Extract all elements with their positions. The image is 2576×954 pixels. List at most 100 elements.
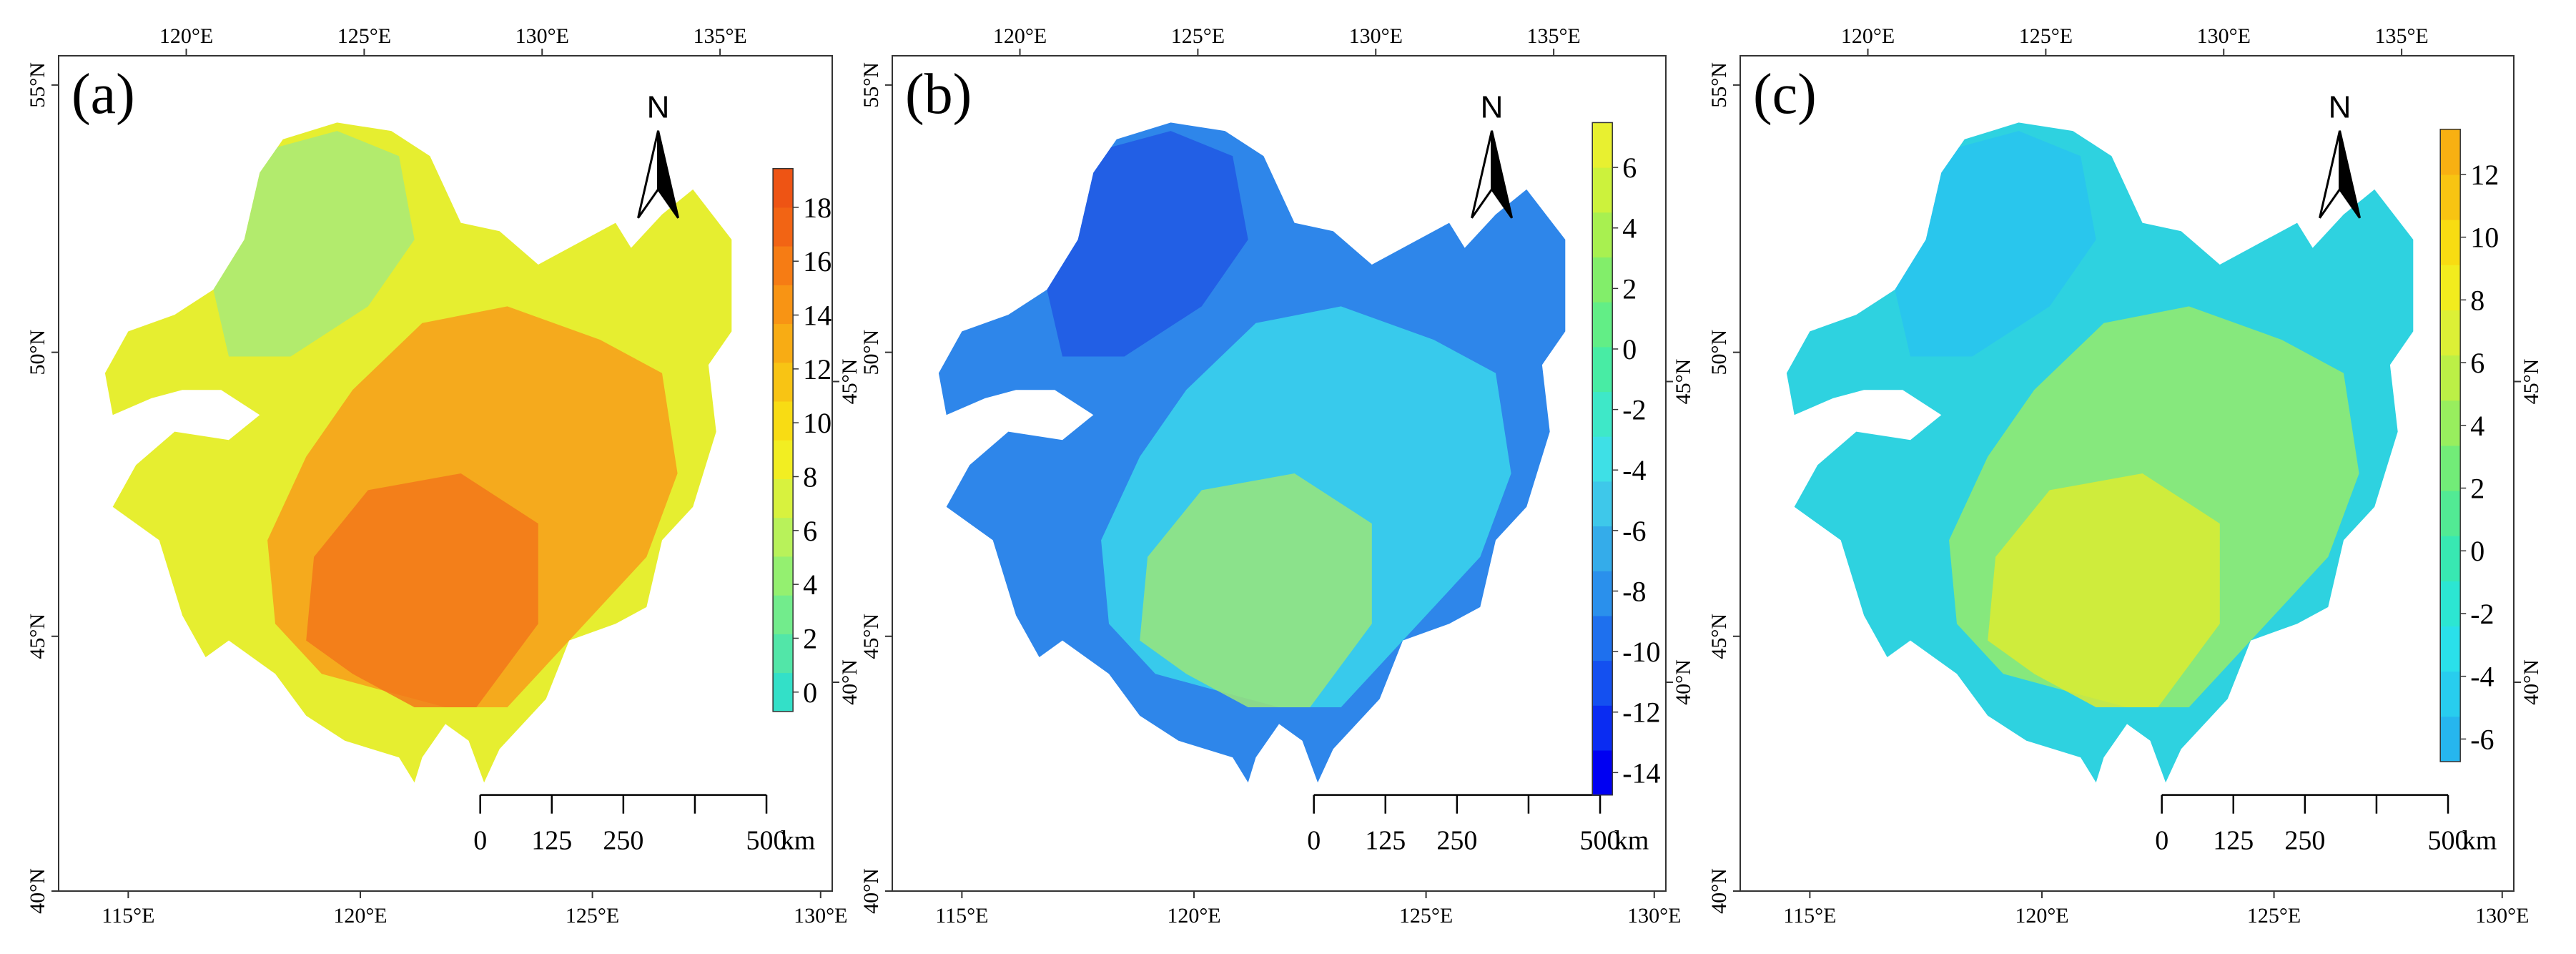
colorbar-label: 8 <box>803 461 817 493</box>
colorbar-segment <box>773 556 794 596</box>
top-lon-label: 120°E <box>159 24 213 48</box>
colorbar-label: 6 <box>803 515 817 547</box>
top-lon-label: 135°E <box>1526 24 1580 48</box>
scale-bar-label: 250 <box>603 826 643 856</box>
scale-bar-label: 0 <box>1307 826 1321 856</box>
colorbar-segment <box>2440 129 2461 175</box>
colorbar-label: -10 <box>1622 636 1660 668</box>
colorbar-label: 12 <box>803 353 831 385</box>
left-lat-label: 55°N <box>1707 62 1731 108</box>
colorbar-segment <box>2440 265 2461 310</box>
core-zone <box>306 473 538 707</box>
colorbar-segment <box>1592 212 1613 257</box>
right-lat-label: 40°N <box>838 659 862 705</box>
colorbar-segment <box>2440 581 2461 626</box>
north-arrow-icon-fill <box>1491 130 1514 219</box>
colorbar-label: 2 <box>1622 272 1637 305</box>
top-lon-label: 130°E <box>1349 24 1403 48</box>
colorbar-segment <box>2440 355 2461 401</box>
panel-label: (c) <box>1753 63 1817 126</box>
colorbar-label: 10 <box>803 407 831 439</box>
scale-bar-label: 250 <box>2284 826 2325 856</box>
colorbar-label: -6 <box>1622 515 1646 547</box>
top-lon-label: 125°E <box>337 24 391 48</box>
colorbar-label: -8 <box>1622 575 1646 607</box>
colorbar-segment <box>1592 615 1613 662</box>
colorbar-label: -14 <box>1622 757 1660 789</box>
scale-bar-label: 500 <box>746 826 787 856</box>
colorbar: -14 -12 -10 -8 -6 -4 -2 0 2 4 6 <box>1592 122 1661 796</box>
colorbar-segment <box>773 323 794 363</box>
bottom-lon-label: 130°E <box>2475 904 2529 928</box>
north-arrow-label: N <box>647 90 670 125</box>
north-zone <box>1895 131 2096 357</box>
colorbar-label: 4 <box>803 569 817 601</box>
colorbar-frame <box>2439 129 2461 762</box>
right-lat-label: 40°N <box>2520 659 2543 705</box>
scale-bar-label: 500 <box>1580 826 1621 856</box>
scale-bar-unit: km <box>2462 826 2497 856</box>
colorbar-label: 4 <box>1622 212 1637 245</box>
top-lon-label: 125°E <box>1171 24 1225 48</box>
region-gradient <box>1047 131 1511 707</box>
colorbar-segment <box>2440 220 2461 265</box>
left-lat-label: 50°N <box>26 330 49 375</box>
colorbar-segment <box>2440 400 2461 446</box>
left-lat-label: 45°N <box>859 614 883 659</box>
scale-bar-unit: km <box>781 826 816 856</box>
colorbar-segment <box>1592 346 1613 393</box>
colorbar-segment <box>773 595 794 634</box>
bottom-lon-label: 115°E <box>102 904 154 928</box>
scale-bar-label: 125 <box>2213 826 2254 856</box>
north-arrow-icon-fill <box>2339 130 2362 219</box>
colorbar-segment <box>2440 310 2461 356</box>
colorbar-label: 6 <box>1622 152 1637 184</box>
left-lat-label: 45°N <box>1707 614 1731 659</box>
colorbar-label: 18 <box>803 192 831 224</box>
colorbar-label: 12 <box>2470 159 2499 191</box>
colorbar-segment <box>1592 526 1613 571</box>
colorbar-segment <box>1592 391 1613 437</box>
left-lat-label: 45°N <box>26 614 49 659</box>
bottom-lon-label: 120°E <box>1167 904 1220 928</box>
colorbar-segment <box>2440 716 2461 762</box>
colorbar-label: 8 <box>2470 284 2484 316</box>
colorbar-segment <box>1592 571 1613 616</box>
colorbar-segment <box>1592 436 1613 482</box>
top-lon-label: 130°E <box>2197 24 2251 48</box>
colorbar-label: 16 <box>803 245 831 277</box>
right-lat-label: 45°N <box>1672 359 1695 405</box>
colorbar-label: 0 <box>803 677 817 709</box>
colorbar-label: -4 <box>1622 454 1646 486</box>
colorbar-label: 14 <box>803 300 831 332</box>
colorbar-label: -2 <box>2470 598 2494 630</box>
colorbar-label: 2 <box>2470 473 2484 505</box>
colorbar-segment <box>773 207 794 247</box>
bottom-lon-label: 125°E <box>2247 904 2301 928</box>
bottom-lon-label: 115°E <box>935 904 988 928</box>
left-lat-label: 50°N <box>1707 330 1731 375</box>
colorbar-label: 0 <box>2470 535 2484 567</box>
colorbar-segment <box>1592 167 1613 213</box>
scale-bar-label: 500 <box>2428 826 2469 856</box>
colorbar-segment <box>2440 536 2461 581</box>
right-lat-label: 40°N <box>1672 659 1695 705</box>
map-panel-c: (c) 120°E 125°E 130°E 135°E 115°E 120°E 125°E 13… <box>1707 24 2543 928</box>
region-gradient <box>1895 131 2359 707</box>
north-zone <box>213 131 415 357</box>
colorbar-frame <box>1592 122 1613 796</box>
region-gradient <box>213 131 678 707</box>
colorbar-label: 0 <box>1622 333 1637 365</box>
colorbar-label: -4 <box>2470 661 2494 693</box>
top-lon-label: 135°E <box>2374 24 2428 48</box>
north-arrow-label: N <box>2329 90 2352 125</box>
colorbar-label: -2 <box>1622 394 1646 426</box>
map-panel-b: (b) 120°E 125°E 130°E 135°E 115°E 120°E 125°E 13… <box>859 24 1695 928</box>
colorbar-segment <box>1592 257 1613 303</box>
scale-bar-label: 125 <box>531 826 572 856</box>
left-lat-label: 50°N <box>859 330 883 375</box>
bottom-lon-label: 120°E <box>2015 904 2068 928</box>
right-lat-label: 45°N <box>838 359 862 405</box>
core-zone <box>1140 473 1372 707</box>
